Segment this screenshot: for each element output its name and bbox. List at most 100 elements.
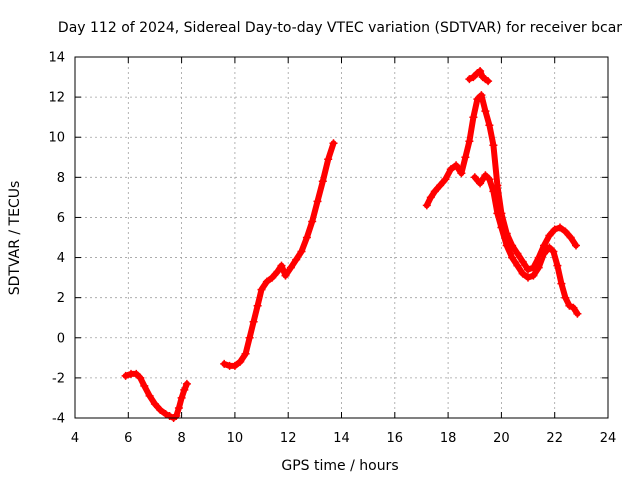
data-point [302,233,311,242]
data-point [489,141,498,150]
data-point [476,179,485,188]
series-arc-1 [122,370,190,421]
x-tick-label: 10 [227,431,244,446]
y-tick-label: 4 [57,251,65,266]
data-point [277,261,286,270]
data-point [249,317,258,326]
data-point [534,263,543,272]
data-point [540,249,548,258]
data-point [550,225,559,234]
x-tick-label: 4 [71,431,79,446]
data-point [172,412,181,420]
data-point [156,406,165,414]
data-point [441,175,450,184]
data-point [452,161,461,170]
data-point [257,285,266,294]
data-point [329,139,338,148]
data-point [518,269,527,278]
data-point [230,361,239,370]
data-point [273,267,282,276]
data-point [524,273,532,282]
data-point [220,359,229,368]
data-point [497,223,506,232]
data-point [561,293,570,302]
data-point [121,371,130,380]
data-series [121,67,582,422]
x-tick-label: 8 [177,431,185,446]
x-tick-label: 20 [493,431,510,446]
y-tick-label: 8 [57,171,65,186]
data-point [324,155,333,164]
data-point [484,77,493,86]
data-point [513,261,522,270]
data-point [518,257,527,266]
data-point [308,217,317,226]
data-point [549,247,558,256]
x-tick-label: 18 [440,431,457,446]
y-tick-label: 14 [48,51,65,66]
data-point [241,349,250,358]
data-point [473,95,482,104]
y-tick-label: 0 [57,331,65,346]
series-arc-2 [221,140,337,369]
data-point [481,171,490,180]
data-point [262,277,271,286]
data-point [446,165,455,174]
data-point [540,241,548,250]
data-point [489,187,498,196]
data-point [513,249,522,258]
data-point [140,381,149,390]
x-tick-label: 24 [600,431,617,446]
data-point [182,379,191,388]
data-point [318,177,327,186]
data-point [465,137,474,146]
data-point [508,253,517,262]
y-tick-label: 12 [48,91,65,106]
x-tick-label: 16 [387,431,404,446]
data-point [426,193,435,202]
data-point [430,187,439,196]
data-point [545,243,554,252]
data-point [502,241,511,250]
data-point [150,400,159,408]
data-point [573,309,582,318]
data-point [253,301,262,310]
data-point [177,393,186,402]
data-point [436,181,445,190]
data-point [297,247,306,256]
data-point [132,369,141,378]
data-point [566,233,575,242]
data-point [556,223,564,232]
data-point [422,201,431,210]
data-point [561,227,570,236]
data-point [476,67,485,75]
data-point [529,271,538,280]
series-arc-5 [471,172,581,317]
data-point [485,175,494,184]
data-point [245,333,254,342]
data-point [569,303,578,312]
data-point [136,373,145,382]
data-point [461,153,470,162]
data-point [469,113,478,122]
data-point [174,404,183,412]
x-axis-label: GPS time / hours [281,458,398,474]
x-tick-label: 6 [124,431,132,446]
data-point [292,255,301,264]
data-point [236,357,245,366]
data-point [481,107,490,116]
data-point [313,197,322,206]
y-tick-label: 10 [48,131,65,146]
x-tick-label: 12 [280,431,297,446]
data-point [493,209,502,218]
data-point [545,231,554,240]
x-tick-label: 22 [546,431,563,446]
x-tick-label: 14 [333,431,350,446]
data-point [477,91,486,100]
data-point [268,273,277,282]
data-point [145,391,154,400]
y-tick-label: 6 [57,211,65,226]
data-point [470,173,479,182]
